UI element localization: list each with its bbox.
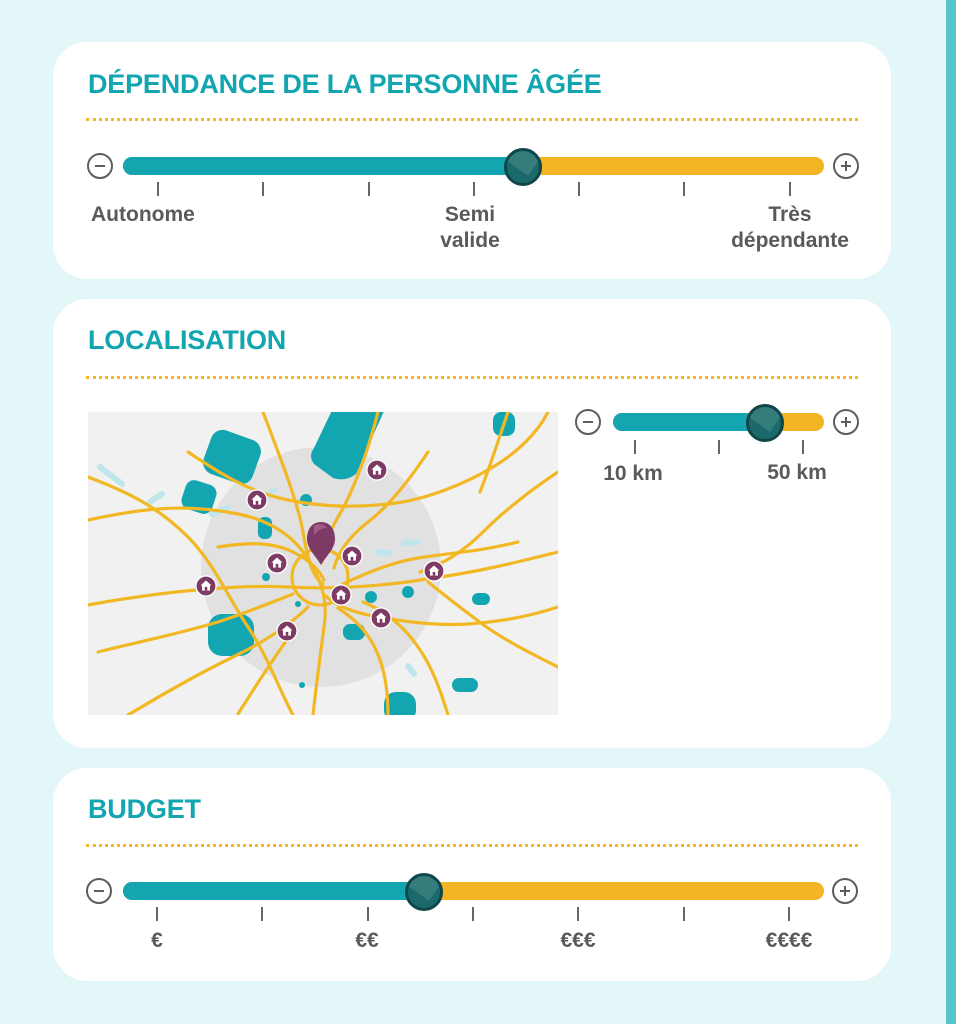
budget-handle[interactable] bbox=[405, 873, 444, 911]
dependance-tick bbox=[789, 182, 791, 196]
house-icon bbox=[330, 584, 352, 606]
budget-track[interactable] bbox=[123, 882, 824, 900]
dependance-fill bbox=[123, 157, 523, 175]
budget-decrease-button[interactable] bbox=[86, 878, 112, 904]
distance-increase-button[interactable] bbox=[833, 409, 859, 435]
budget-title: BUDGET bbox=[88, 794, 201, 824]
budget-tick bbox=[788, 907, 790, 921]
dependance-label-semi-line1: Semi bbox=[444, 203, 496, 226]
dependance-label-semi-line2: valide bbox=[440, 229, 500, 252]
budget-divider bbox=[86, 844, 858, 847]
dependance-increase-button[interactable] bbox=[833, 153, 859, 179]
budget-tick bbox=[577, 907, 579, 921]
dependance-handle[interactable] bbox=[503, 148, 542, 186]
budget-tick bbox=[156, 907, 158, 921]
budget-label-1: € bbox=[151, 929, 163, 952]
house-icon bbox=[246, 489, 268, 511]
dependance-tick bbox=[262, 182, 264, 196]
distance-max-label: 50 km bbox=[767, 461, 827, 484]
house-icon bbox=[423, 560, 445, 582]
budget-label-4: €€€€ bbox=[765, 929, 813, 952]
budget-label-3: €€€ bbox=[560, 929, 596, 952]
budget-tick bbox=[472, 907, 474, 921]
budget-increase-button[interactable] bbox=[832, 878, 858, 904]
distance-track[interactable] bbox=[613, 413, 824, 431]
location-pin-icon bbox=[307, 522, 335, 565]
distance-fill bbox=[613, 413, 765, 431]
dependance-tick bbox=[368, 182, 370, 196]
house-icon bbox=[366, 459, 388, 481]
house-icon bbox=[341, 545, 363, 567]
right-edge-border bbox=[946, 0, 956, 1024]
budget-tick bbox=[367, 907, 369, 921]
house-icon bbox=[370, 607, 392, 629]
dependance-title: DÉPENDANCE DE LA PERSONNE ÂGÉE bbox=[88, 69, 602, 99]
dependance-label-tres-line2: dépendante bbox=[731, 229, 849, 252]
dependance-tick bbox=[683, 182, 685, 196]
localisation-divider bbox=[86, 376, 858, 379]
dependance-label-tres-line1: Très bbox=[768, 203, 812, 226]
budget-label-2: €€ bbox=[355, 929, 379, 952]
localisation-title: LOCALISATION bbox=[88, 325, 287, 355]
distance-min-label: 10 km bbox=[603, 462, 663, 485]
budget-tick bbox=[683, 907, 685, 921]
house-icon bbox=[195, 575, 217, 597]
budget-tick bbox=[261, 907, 263, 921]
distance-handle[interactable] bbox=[745, 404, 784, 442]
map-water-areas bbox=[181, 412, 515, 715]
dependance-tick bbox=[578, 182, 580, 196]
distance-tick bbox=[634, 440, 636, 454]
dependance-slider[interactable] bbox=[87, 147, 862, 187]
dependance-label-tres-dependante: Très dépendante bbox=[705, 202, 875, 254]
distance-tick bbox=[802, 440, 804, 454]
localisation-map[interactable] bbox=[88, 412, 558, 715]
dependance-divider bbox=[86, 118, 858, 121]
budget-fill bbox=[123, 882, 425, 900]
house-icon bbox=[276, 620, 298, 642]
dependance-track[interactable] bbox=[123, 157, 824, 175]
dependance-decrease-button[interactable] bbox=[87, 153, 113, 179]
house-icon bbox=[266, 552, 288, 574]
dependance-label-autonome: Autonome bbox=[91, 202, 221, 228]
dependance-tick bbox=[473, 182, 475, 196]
dependance-card: DÉPENDANCE DE LA PERSONNE ÂGÉE Autonome … bbox=[53, 42, 891, 279]
distance-tick bbox=[718, 440, 720, 454]
budget-slider[interactable] bbox=[86, 872, 861, 912]
distance-decrease-button[interactable] bbox=[575, 409, 601, 435]
dependance-label-semi-valide: Semi valide bbox=[405, 202, 535, 254]
distance-slider[interactable] bbox=[575, 403, 863, 443]
localisation-card: LOCALISATION bbox=[53, 299, 891, 748]
dependance-tick bbox=[157, 182, 159, 196]
dependance-label-autonome-text: Autonome bbox=[91, 203, 195, 226]
budget-card: BUDGET € €€ €€€ €€€€ bbox=[53, 768, 891, 981]
